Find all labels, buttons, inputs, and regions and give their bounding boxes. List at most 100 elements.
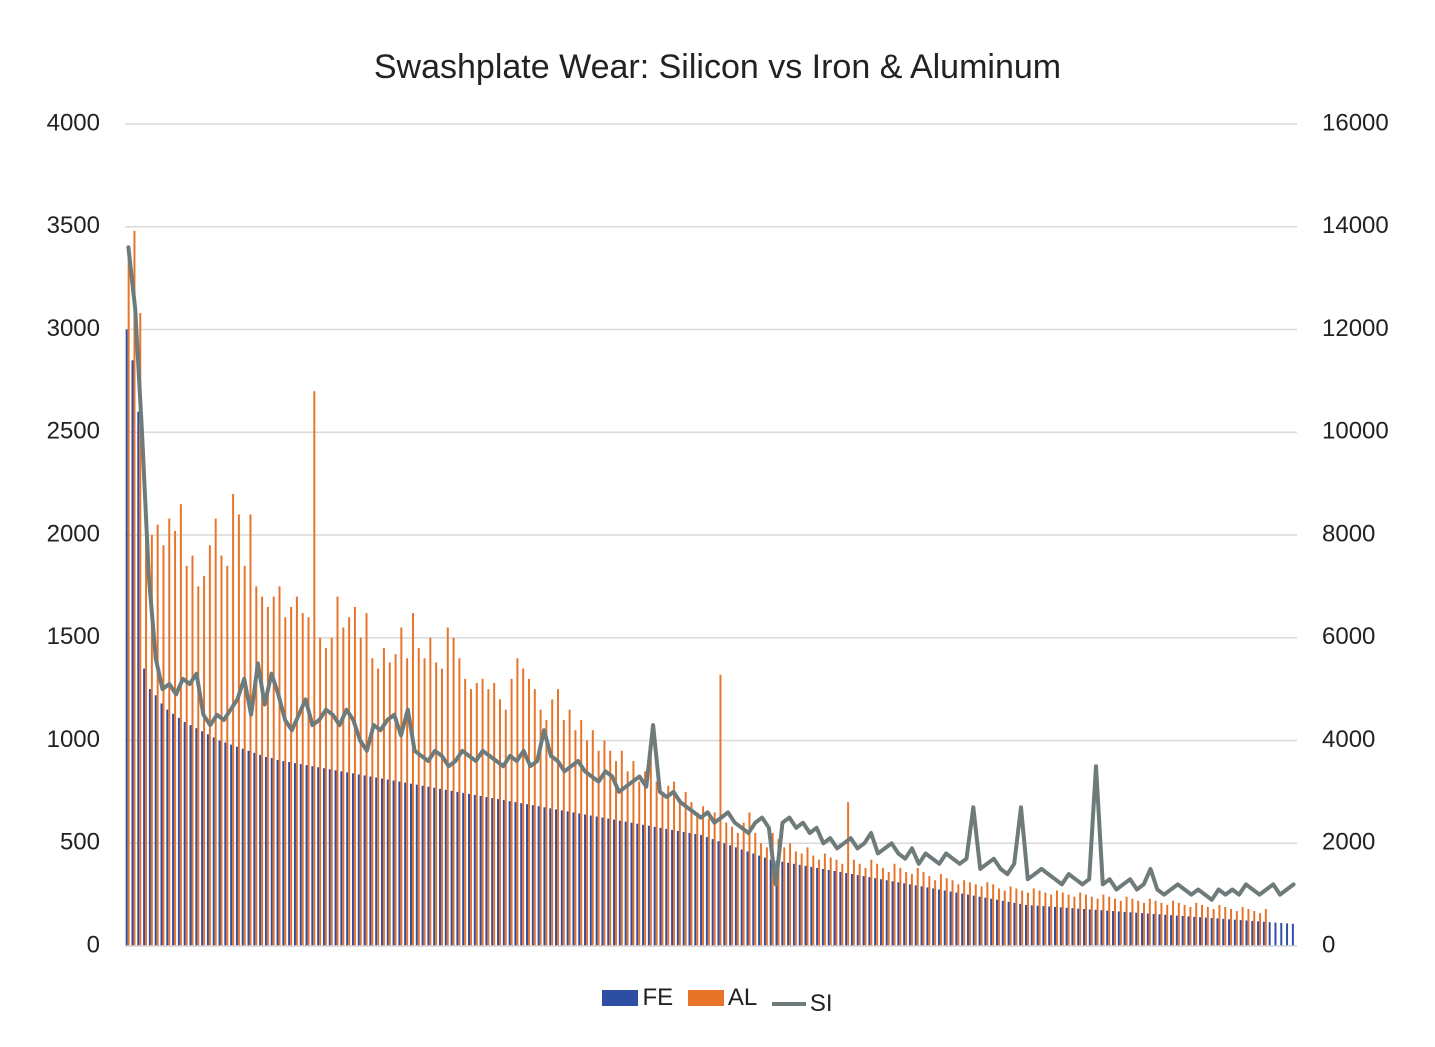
bar-fe (1112, 911, 1115, 946)
bar-fe (734, 847, 737, 946)
y-left-tick-label: 3000 (47, 315, 100, 342)
bar-fe (1083, 909, 1085, 946)
bar-al (644, 771, 647, 946)
bar-al (1264, 909, 1267, 946)
bar-al (1247, 909, 1250, 946)
bar-fe (201, 731, 204, 946)
bar-al (458, 658, 461, 946)
bar-al (545, 719, 548, 946)
y-right-tick-label: 0 (1322, 931, 1335, 958)
bar-fe (270, 757, 273, 946)
bar-al (997, 888, 1000, 946)
bar-fe (299, 764, 302, 946)
bar-al (168, 518, 171, 946)
bar-fe (531, 805, 534, 946)
bar-al (237, 514, 240, 946)
bar-al (835, 859, 838, 946)
bar-fe (369, 776, 372, 946)
bar-al (493, 682, 496, 946)
bar-fe (439, 788, 441, 946)
bar-al (789, 843, 792, 946)
bar-al (591, 730, 594, 946)
bar-al (557, 689, 559, 946)
bar-fe (1239, 920, 1242, 946)
bar-al (899, 867, 902, 946)
bar-fe (409, 783, 412, 946)
y-left-tick-label: 2500 (47, 418, 100, 445)
bar-al (905, 872, 908, 946)
bar-fe (978, 896, 981, 946)
bar-fe (949, 891, 952, 946)
bar-fe (821, 868, 824, 946)
bar-al (156, 524, 159, 946)
y-right-tick-label: 6000 (1322, 623, 1375, 650)
bar-fe (636, 823, 639, 946)
bar-al (765, 847, 768, 946)
bar-fe (473, 794, 476, 946)
y-right-tick-label: 2000 (1322, 829, 1375, 856)
bar-fe (1019, 903, 1022, 946)
bar-fe (206, 734, 209, 946)
bar-al (963, 880, 966, 946)
bar-fe (456, 791, 459, 946)
bar-fe (386, 779, 389, 946)
bar-fe (143, 668, 146, 946)
bar-fe (502, 800, 505, 946)
bar-fe (537, 806, 540, 946)
bar-fe (351, 773, 354, 946)
bar-fe (682, 831, 685, 946)
y-left-tick-label: 3500 (47, 212, 100, 239)
bar-al (1067, 894, 1070, 946)
bar-al (968, 882, 971, 946)
bar-al (1090, 896, 1093, 946)
bar-fe (700, 835, 703, 946)
bar-al (597, 750, 600, 946)
bar-al (533, 689, 536, 946)
bar-fe (1257, 921, 1260, 946)
bar-fe (868, 877, 871, 946)
bar-al (179, 504, 182, 946)
bar-al (185, 565, 188, 946)
bar-fe (404, 782, 407, 946)
bar-al (620, 750, 623, 946)
bar-fe (340, 771, 343, 946)
bar-fe (630, 822, 633, 946)
bar-al (377, 668, 380, 946)
bar-al (800, 853, 803, 946)
bar-fe (485, 797, 488, 946)
bar-al (754, 832, 757, 946)
bar-fe (137, 411, 140, 946)
bar-fe (125, 329, 128, 946)
bar-fe (276, 760, 279, 946)
bar-al (1061, 892, 1064, 946)
y-right-tick-label: 16000 (1322, 109, 1389, 136)
bar-fe (160, 703, 163, 946)
bar-fe (1175, 915, 1178, 946)
bar-fe (937, 889, 940, 946)
bar-fe (177, 717, 180, 946)
bar-al (951, 880, 954, 946)
bar-al (301, 613, 304, 946)
bar-fe (601, 817, 604, 946)
bar-al (510, 678, 513, 946)
bar-al (818, 859, 821, 946)
bar-al (1131, 898, 1134, 946)
bar-fe (427, 786, 430, 946)
bar-al (1154, 900, 1157, 946)
bar-fe (926, 887, 929, 946)
bar-fe (624, 821, 627, 946)
bar-fe (1170, 915, 1173, 946)
bar-fe (555, 809, 558, 946)
bar-al (1114, 898, 1116, 946)
bar-al (777, 839, 780, 946)
bar-fe (392, 780, 395, 946)
bar-fe (1106, 910, 1109, 946)
bar-fe (1204, 917, 1207, 946)
bar-al (353, 606, 356, 946)
bar-fe (804, 865, 807, 946)
bar-al (249, 514, 252, 946)
bar-fe (212, 737, 215, 946)
bar-fe (862, 876, 865, 946)
bar-al (713, 812, 716, 946)
bar-fe (595, 816, 598, 946)
